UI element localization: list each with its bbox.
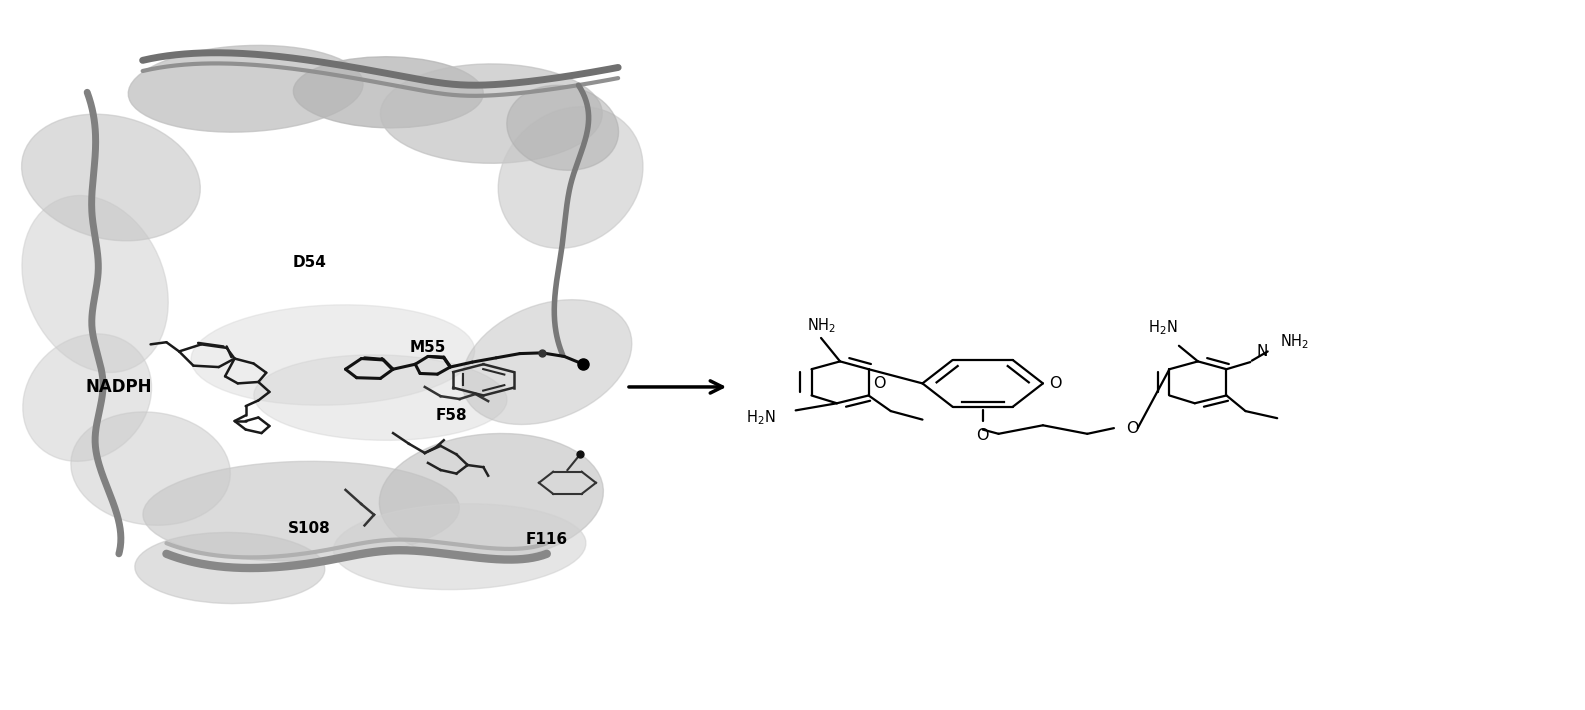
Ellipse shape	[507, 85, 618, 170]
Text: D54: D54	[292, 255, 327, 271]
Text: O: O	[873, 376, 886, 391]
Text: NADPH: NADPH	[86, 378, 152, 396]
Text: F58: F58	[436, 408, 468, 423]
Text: N: N	[1257, 344, 1268, 359]
Ellipse shape	[22, 334, 152, 462]
Ellipse shape	[461, 300, 632, 425]
Ellipse shape	[254, 355, 507, 440]
Ellipse shape	[128, 45, 363, 132]
Text: O: O	[1049, 376, 1062, 391]
Text: H$_2$N: H$_2$N	[1148, 318, 1178, 337]
Ellipse shape	[498, 106, 644, 248]
Ellipse shape	[333, 504, 586, 589]
Ellipse shape	[192, 305, 474, 405]
Ellipse shape	[71, 412, 230, 525]
Ellipse shape	[22, 114, 200, 241]
Ellipse shape	[22, 195, 168, 373]
Text: M55: M55	[411, 340, 445, 356]
Ellipse shape	[379, 434, 604, 560]
Ellipse shape	[380, 64, 602, 163]
Ellipse shape	[293, 57, 483, 128]
Text: NH$_2$: NH$_2$	[1281, 332, 1309, 351]
Text: H$_2$N: H$_2$N	[747, 408, 775, 427]
Ellipse shape	[135, 532, 325, 604]
Text: S108: S108	[288, 521, 330, 537]
Text: F116: F116	[526, 532, 567, 547]
Text: O: O	[1127, 420, 1140, 436]
Text: O: O	[976, 428, 989, 443]
Text: NH$_2$: NH$_2$	[807, 317, 835, 335]
Ellipse shape	[143, 462, 460, 561]
